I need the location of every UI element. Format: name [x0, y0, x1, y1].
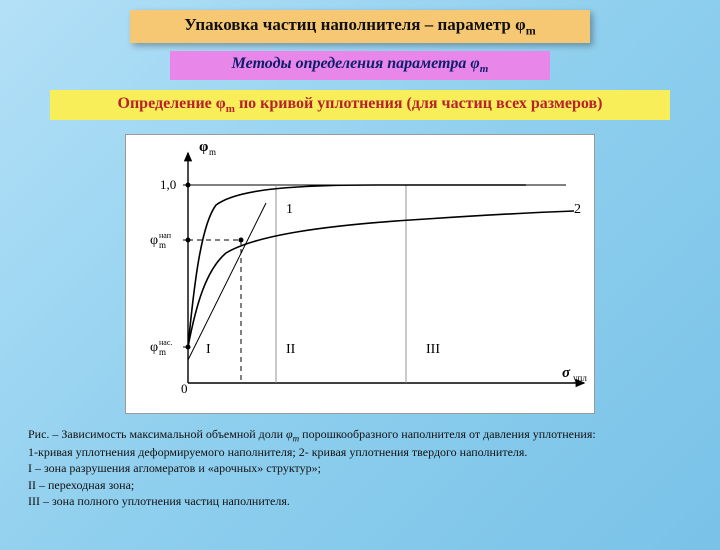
title-text: Упаковка частиц наполнителя – параметр φ: [184, 15, 525, 34]
svg-text:нап: нап: [159, 231, 172, 240]
svg-text:σ: σ: [562, 365, 571, 381]
title-sub: m: [526, 23, 536, 37]
heading-sub: m: [226, 103, 235, 115]
svg-text:m: m: [159, 347, 166, 357]
heading-b: по кривой уплотнения (для частиц всех ра…: [235, 95, 603, 112]
svg-text:II: II: [286, 342, 296, 357]
svg-text:φ: φ: [150, 340, 158, 355]
subtitle-banner: Методы определения параметра φm: [170, 51, 550, 79]
svg-text:φ: φ: [150, 233, 158, 248]
cap-l5: III – зона полного уплотнения частиц нап…: [28, 494, 290, 508]
heading-banner: Определение φm по кривой уплотнения (для…: [50, 90, 670, 120]
svg-text:нас.: нас.: [159, 338, 172, 347]
chart: 1,0φmнапφmнас.IIIIII12φmσупл0: [125, 134, 595, 414]
title-banner: Упаковка частиц наполнителя – параметр φ…: [130, 10, 590, 43]
cap-l2: 1-кривая уплотнения деформируемого напол…: [28, 445, 527, 459]
cap-l3: I – зона разрушения агломератов и «арочн…: [28, 461, 321, 475]
svg-text:2: 2: [574, 202, 581, 217]
svg-text:I: I: [206, 342, 211, 357]
cap-l1b: порошкообразного наполнителя от давления…: [299, 427, 596, 441]
svg-text:III: III: [426, 342, 440, 357]
svg-text:φ: φ: [199, 139, 208, 155]
svg-text:m: m: [159, 240, 166, 250]
svg-text:1,0: 1,0: [160, 177, 176, 192]
cap-l1a: Рис. – Зависимость максимальной объемной…: [28, 427, 286, 441]
cap-l4: II – переходная зона;: [28, 478, 134, 492]
svg-text:0: 0: [181, 381, 188, 396]
subtitle-text: Методы определения параметра φ: [232, 55, 480, 72]
svg-text:упл: упл: [573, 373, 587, 383]
heading-a: Определение φ: [118, 95, 226, 112]
subtitle-sub: m: [480, 64, 489, 76]
chart-svg: 1,0φmнапφmнас.IIIIII12φmσупл0: [126, 135, 596, 415]
svg-text:m: m: [209, 147, 216, 157]
svg-text:1: 1: [286, 202, 293, 217]
cap-sym: φ: [286, 427, 293, 441]
figure-caption: Рис. – Зависимость максимальной объемной…: [28, 426, 692, 509]
